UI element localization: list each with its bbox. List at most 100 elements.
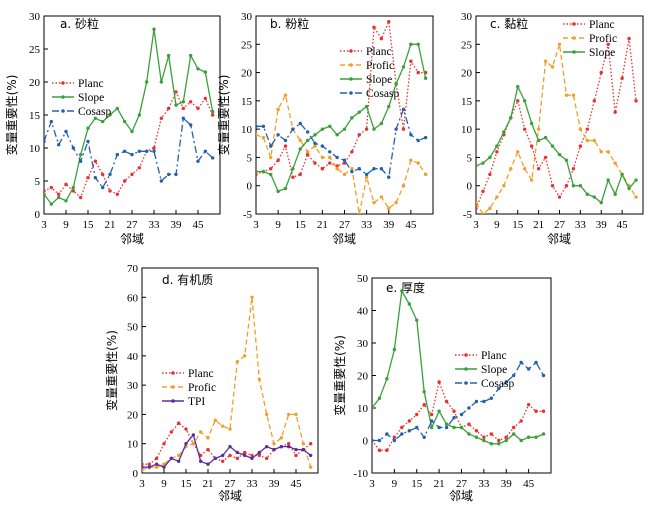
legend-marker-tpi: [171, 399, 175, 403]
data-point-cosasp: [422, 435, 426, 439]
data-point-profic: [335, 167, 339, 171]
series-line-planc: [256, 19, 426, 179]
data-point-cosasp: [364, 172, 369, 177]
data-point-planc: [634, 99, 638, 103]
data-point-profic: [379, 195, 384, 199]
x-tick-label: 27: [225, 478, 237, 490]
data-point-slope: [174, 103, 178, 107]
data-point-planc: [320, 167, 325, 171]
plot-frame: [255, 15, 434, 215]
panel-title: e. 厚度: [386, 280, 425, 295]
series-line-planc: [44, 90, 214, 199]
data-point-planc: [613, 110, 617, 114]
data-point-planc: [467, 422, 471, 426]
data-point-planc: [523, 127, 527, 131]
y-tick-label: 10: [127, 439, 139, 451]
data-point-planc: [400, 425, 404, 430]
data-point-profic: [523, 167, 527, 171]
x-tick-label: 9: [63, 219, 69, 231]
x-tick-label: 39: [269, 478, 281, 490]
data-point-cosasp: [357, 167, 361, 171]
y-tick-label: 30: [461, 11, 473, 23]
data-point-planc: [257, 453, 262, 458]
y-tick-label: 0: [247, 181, 253, 193]
data-point-planc: [627, 36, 631, 41]
series-line-planc: [476, 38, 637, 209]
plot-frame: [141, 267, 319, 474]
data-point-planc: [557, 195, 562, 199]
data-point-planc: [529, 144, 534, 148]
data-point-slope: [364, 104, 369, 109]
x-tick-label: 9: [392, 478, 398, 490]
data-point-cosasp: [174, 172, 178, 177]
legend-marker-slope: [464, 367, 468, 371]
data-point-profic: [423, 172, 428, 177]
data-point-tpi: [162, 465, 166, 469]
data-point-slope: [372, 406, 374, 410]
data-point-planc: [364, 127, 369, 131]
data-point-planc: [512, 425, 516, 430]
data-point-slope: [482, 438, 486, 443]
data-point-planc: [56, 192, 61, 196]
data-point-tpi: [264, 444, 269, 449]
data-point-planc: [206, 447, 210, 452]
series-group: [476, 36, 638, 214]
y-tick-label: 30: [29, 11, 41, 23]
x-tick-label: 39: [596, 219, 608, 231]
data-point-slope: [64, 199, 68, 203]
y-tick-label: 30: [241, 11, 253, 23]
data-point-cosasp: [416, 138, 420, 143]
data-point-profic: [257, 377, 262, 381]
x-tick-label: 21: [434, 478, 445, 490]
y-tick-label: 25: [29, 44, 41, 56]
data-point-slope: [188, 53, 193, 58]
y-tick-label: 0: [363, 436, 369, 448]
series-line-slope: [476, 84, 637, 204]
data-point-profic: [301, 442, 306, 446]
x-tick-label: 45: [523, 478, 535, 490]
plot-frame: [43, 15, 221, 215]
data-point-profic: [261, 135, 266, 140]
x-tick-label: 3: [139, 478, 145, 490]
data-point-cosasp: [392, 438, 397, 443]
series-line-tpi: [142, 433, 312, 468]
data-point-cosasp: [437, 425, 441, 430]
data-point-planc: [585, 127, 590, 131]
legend: Planc Profic Slope: [563, 19, 617, 59]
data-point-cosasp: [541, 373, 546, 378]
data-point-planc: [242, 450, 247, 455]
data-point-cosasp: [512, 373, 516, 378]
data-point-planc: [286, 442, 291, 446]
x-axis-label: 邻域: [449, 489, 473, 503]
data-point-planc: [416, 70, 420, 75]
data-point-tpi: [191, 433, 196, 437]
data-point-planc: [203, 96, 208, 101]
data-point-profic: [320, 155, 325, 160]
data-point-planc: [409, 59, 413, 63]
legend-label: Slope: [481, 364, 507, 376]
data-point-profic: [481, 212, 485, 214]
data-point-profic: [220, 424, 225, 428]
series-line-cosasp: [256, 107, 426, 179]
data-point-slope: [423, 76, 428, 80]
data-point-slope: [613, 192, 617, 196]
data-point-planc: [620, 76, 624, 80]
x-tick-label: 15: [295, 219, 307, 231]
data-point-tpi: [176, 459, 181, 463]
data-point-slope: [489, 442, 494, 446]
data-point-planc: [93, 159, 98, 163]
data-point-slope: [144, 80, 149, 84]
data-point-slope: [495, 144, 499, 148]
data-point-planc: [592, 99, 596, 103]
legend: Planc Profic Slope Cosasp: [340, 46, 399, 100]
data-point-planc: [564, 184, 569, 188]
data-point-slope: [100, 119, 105, 124]
data-point-planc: [174, 90, 178, 94]
data-point-slope: [416, 42, 420, 46]
x-tick-label: 27: [127, 219, 139, 231]
data-point-slope: [291, 167, 295, 171]
panel-title: b. 粉粒: [270, 16, 309, 31]
data-point-slope: [407, 302, 411, 306]
y-axis-label: 变量重要性(%): [332, 335, 347, 416]
data-point-planc: [350, 150, 354, 154]
